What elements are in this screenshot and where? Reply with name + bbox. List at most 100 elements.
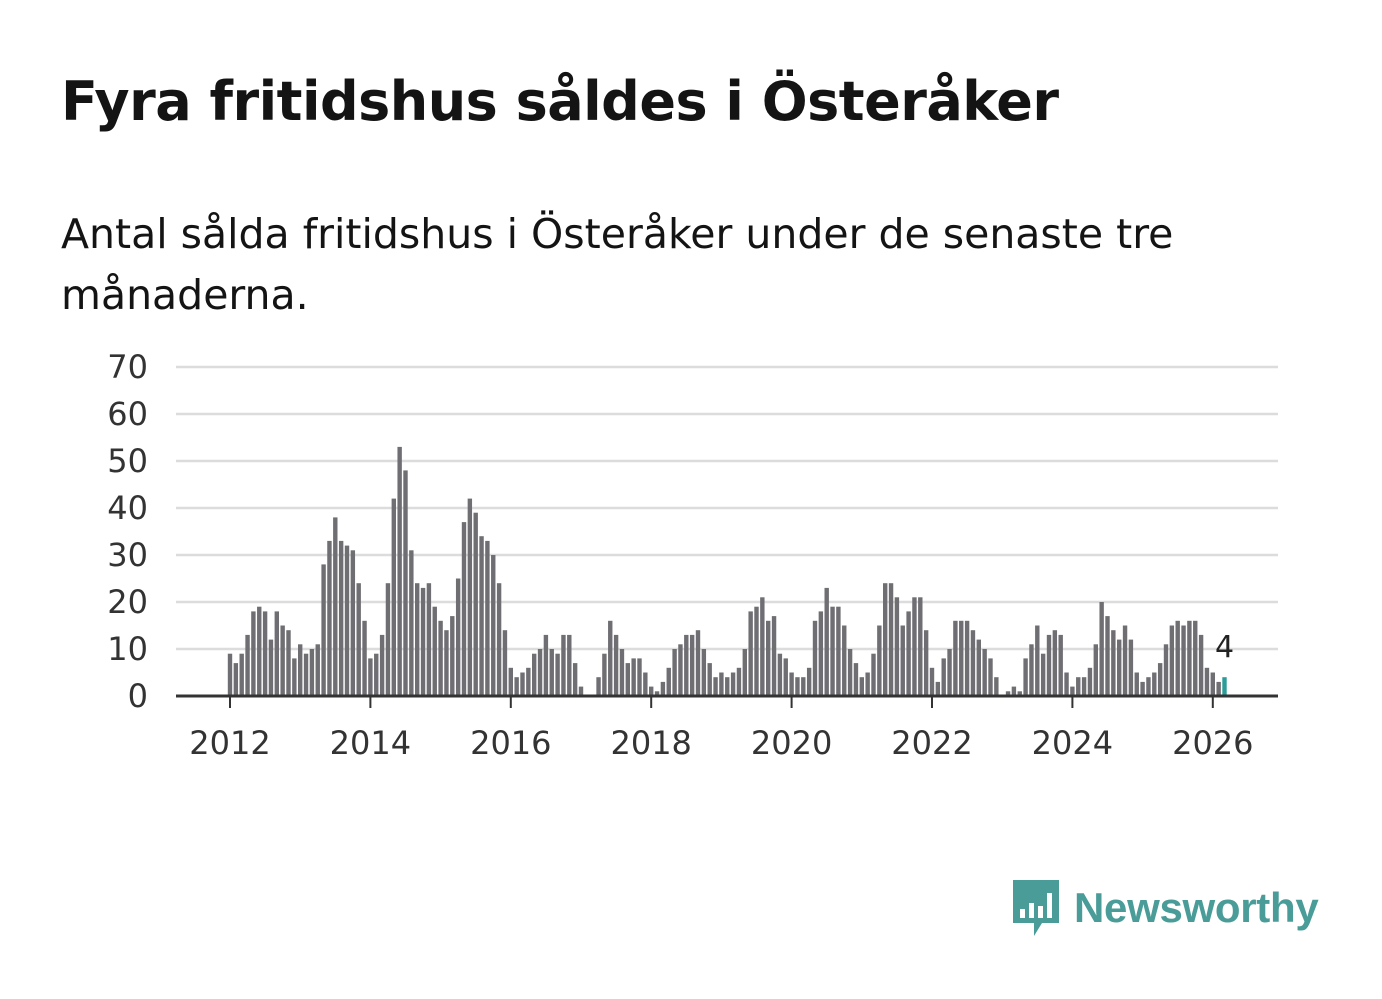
bar — [1193, 620, 1198, 696]
bar — [268, 639, 274, 696]
bar — [976, 639, 981, 696]
bar — [1040, 653, 1046, 696]
bar — [391, 498, 396, 696]
bar — [1181, 625, 1186, 696]
bar — [356, 583, 361, 696]
bar — [298, 644, 303, 696]
bar — [888, 583, 894, 696]
bar — [444, 630, 449, 696]
bar — [432, 606, 437, 696]
x-tick-label-2018: 2018 — [610, 724, 691, 762]
bar — [701, 649, 707, 696]
bar — [877, 625, 882, 696]
bar — [303, 653, 309, 696]
bar — [684, 634, 689, 696]
bar — [403, 470, 408, 696]
bar — [1058, 634, 1063, 696]
bar — [725, 677, 730, 696]
newsworthy-logo-text: Newsworthy — [1074, 884, 1319, 931]
bar — [935, 681, 941, 696]
bar — [1099, 602, 1104, 696]
bar — [654, 691, 660, 696]
bar — [970, 630, 976, 696]
bar — [350, 550, 356, 696]
bar — [613, 634, 619, 696]
bar — [748, 611, 753, 696]
bar — [806, 667, 812, 696]
bar — [561, 634, 566, 696]
bar — [274, 611, 279, 696]
bar — [409, 550, 414, 696]
bar — [695, 630, 701, 696]
bar — [812, 620, 818, 696]
bar — [1087, 667, 1093, 696]
y-tick-label-30: 30 — [107, 536, 148, 574]
x-tick-label-2020: 2020 — [751, 724, 832, 762]
bar — [532, 653, 537, 696]
bar — [1198, 634, 1204, 696]
bar — [321, 564, 326, 696]
bar — [309, 649, 315, 696]
axis-layer: 0 10 20 30 40 50 60 70 4 2012 2014 2016 2018 2020 2022… — [107, 348, 1278, 762]
bar — [760, 597, 765, 696]
bar — [795, 677, 800, 696]
y-tick-label-70: 70 — [107, 348, 148, 386]
x-tick-label-2024: 2024 — [1032, 724, 1113, 762]
bar — [555, 653, 560, 696]
bar — [526, 667, 531, 696]
bar — [678, 644, 683, 696]
newsworthy-logo[interactable]: Newsworthy — [1010, 878, 1319, 938]
bar — [485, 540, 490, 696]
bar — [1011, 686, 1017, 696]
bar — [549, 649, 554, 696]
bar — [643, 672, 648, 696]
bar — [988, 658, 993, 696]
bar — [415, 583, 420, 696]
bar — [719, 672, 724, 696]
bar — [964, 620, 970, 696]
bar — [508, 667, 513, 696]
bar — [338, 540, 344, 696]
y-tick-label-10: 10 — [107, 630, 148, 668]
bar — [496, 583, 502, 696]
bar — [959, 620, 964, 696]
bar — [245, 634, 250, 696]
bar — [467, 498, 473, 696]
bar — [947, 649, 952, 696]
bar — [766, 620, 771, 696]
highlight-value-label: 4 — [1215, 630, 1234, 665]
bar — [438, 620, 443, 696]
bar — [455, 578, 461, 696]
bar — [420, 587, 426, 696]
y-tick-label-20: 20 — [107, 583, 148, 621]
bar — [1169, 625, 1175, 696]
bar — [461, 522, 467, 696]
y-tick-label-50: 50 — [107, 442, 148, 480]
bar — [1140, 681, 1145, 696]
bar — [1204, 667, 1210, 696]
bar — [883, 583, 888, 696]
y-tick-label-0: 0 — [128, 677, 148, 715]
bar — [842, 625, 847, 696]
bar — [994, 677, 999, 696]
bar — [672, 649, 677, 696]
bar — [227, 653, 233, 696]
bar — [777, 653, 783, 696]
bar — [1046, 634, 1052, 696]
bar — [619, 649, 625, 696]
bar — [1146, 677, 1151, 696]
x-tick-label-2022: 2022 — [891, 724, 972, 762]
x-tick-label-2012: 2012 — [189, 724, 270, 762]
bar — [397, 446, 402, 696]
bar — [374, 653, 379, 696]
bar — [491, 555, 496, 696]
bar — [771, 616, 777, 696]
bar — [1128, 639, 1134, 696]
bar — [953, 620, 958, 696]
bar — [333, 517, 338, 696]
bar — [830, 606, 835, 696]
bar — [929, 667, 935, 696]
x-tick-label-2026: 2026 — [1172, 724, 1253, 762]
bar — [280, 625, 285, 696]
bar — [1076, 677, 1081, 696]
